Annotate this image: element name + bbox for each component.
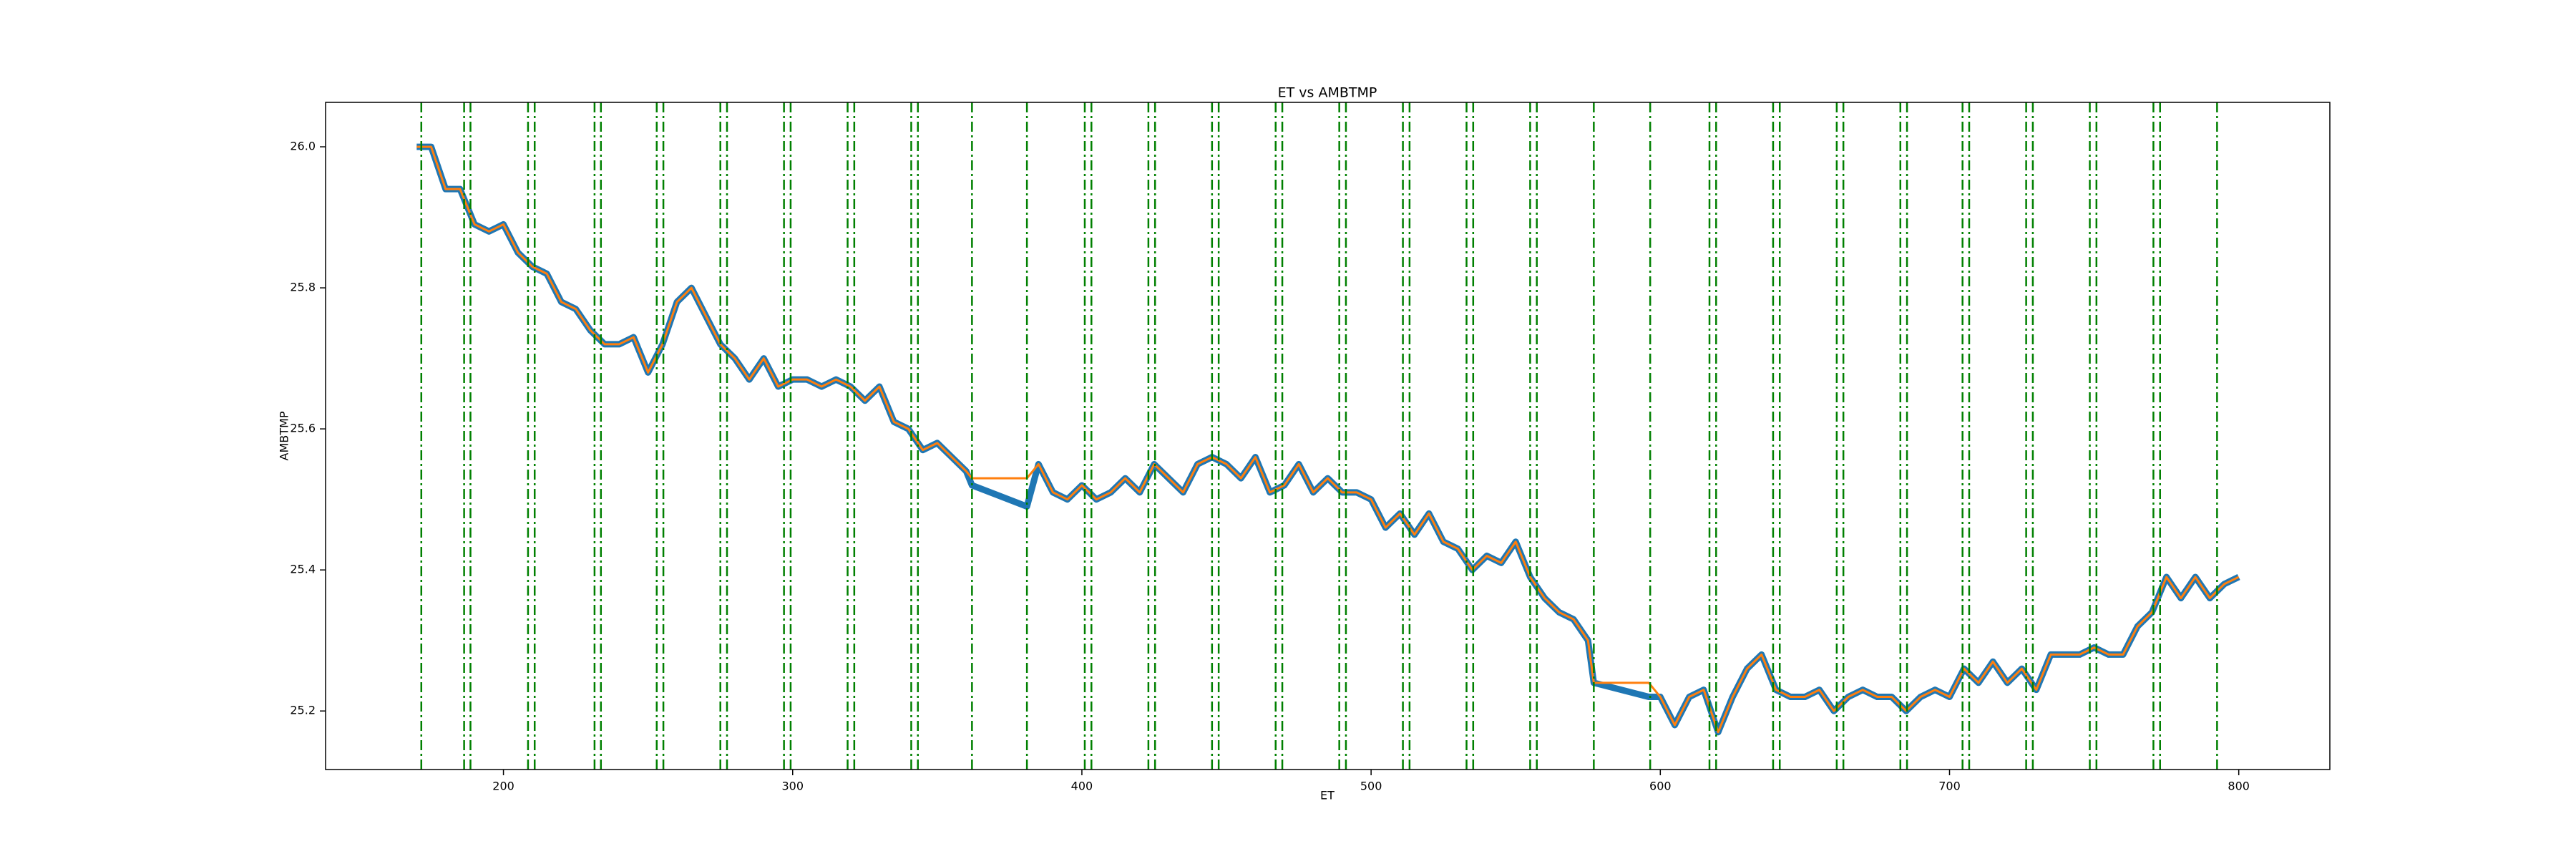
chart-title: ET vs AMBTMP xyxy=(1278,85,1377,101)
x-tick-label: 800 xyxy=(2228,780,2250,793)
x-tick-label: 300 xyxy=(781,780,804,793)
data-line xyxy=(416,143,2240,736)
x-tick-label: 600 xyxy=(1649,780,1672,793)
y-tick-label: 25.6 xyxy=(290,422,316,435)
x-tick-label: 200 xyxy=(492,780,514,793)
x-tick-label: 500 xyxy=(1360,780,1382,793)
data-line xyxy=(416,145,2240,734)
y-axis-label: AMBTMP xyxy=(278,411,291,460)
y-tick-label: 26.0 xyxy=(290,140,316,153)
plot-frame xyxy=(325,102,2331,770)
x-axis-label: ET xyxy=(1320,789,1335,802)
y-tick-label: 25.2 xyxy=(290,704,316,717)
y-tick-label: 25.8 xyxy=(290,281,316,294)
x-tick-label: 400 xyxy=(1071,780,1093,793)
x-tick-label: 700 xyxy=(1938,780,1961,793)
y-tick-label: 25.4 xyxy=(290,563,316,576)
